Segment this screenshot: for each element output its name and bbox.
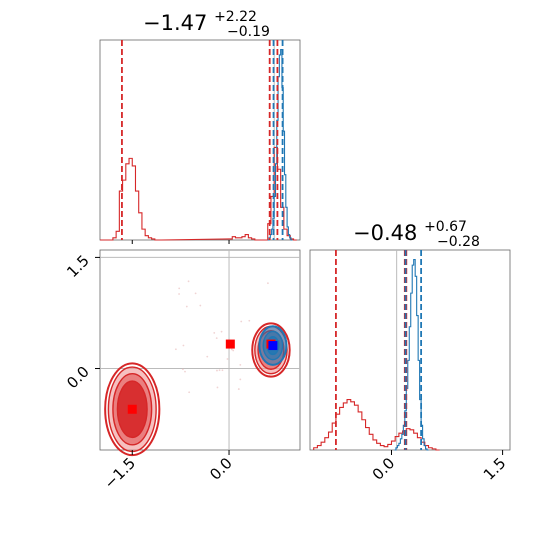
contour-red-bottom	[104, 362, 161, 457]
sample-point	[178, 287, 181, 290]
sample-point	[174, 348, 177, 351]
sample-point	[215, 337, 218, 340]
title-median: −0.48	[353, 221, 417, 245]
sample-point	[194, 292, 197, 295]
sample-point	[226, 358, 229, 360]
title-lower: −0.19	[227, 24, 270, 40]
sample-point	[184, 370, 186, 373]
true-value-marker	[268, 341, 278, 351]
sample-point	[248, 319, 251, 322]
title-upper: +0.67	[424, 219, 467, 235]
histogram-series-0	[313, 399, 440, 451]
title-median: −1.47	[143, 11, 207, 35]
sample-point	[178, 293, 180, 295]
sample-point	[218, 369, 221, 372]
sample-point	[181, 368, 184, 371]
title-param-1: −1.47 +2.22	[143, 9, 257, 35]
y-tick-label: 1.5	[63, 252, 93, 282]
histogram-series-1	[394, 258, 429, 451]
estimate-marker	[225, 339, 235, 349]
sample-point	[230, 348, 233, 351]
histogram-series-0	[100, 146, 297, 241]
sample-point	[267, 282, 269, 285]
sample-point	[216, 369, 218, 372]
x-tick-label: 0.0	[369, 454, 399, 484]
sample-point	[206, 355, 209, 358]
sample-point	[240, 320, 243, 323]
title-lower: −0.28	[437, 234, 480, 250]
panel-frame	[99, 249, 301, 451]
y-tick-label: 0.0	[63, 363, 93, 393]
estimate-marker	[127, 404, 137, 414]
sample-point	[185, 305, 188, 308]
marginal-histogram-param-2: −0.48 +0.67 −0.28 0.0 1.5	[309, 219, 511, 484]
sample-point	[213, 332, 216, 334]
sample-point	[221, 369, 224, 372]
sample-point	[199, 304, 202, 307]
histogram-series-1	[267, 48, 293, 241]
sample-point	[239, 378, 242, 381]
title-upper: +2.22	[214, 9, 257, 25]
sample-point	[239, 363, 242, 366]
joint-distribution-panel: −1.5 0.0 0.0 1.5	[63, 249, 301, 493]
panel-frame	[99, 39, 301, 241]
sample-point	[187, 280, 190, 283]
contour-red-cluster	[251, 322, 291, 378]
sample-point	[232, 349, 235, 352]
sample-point	[182, 344, 185, 347]
title-param-2: −0.48 +0.67	[353, 219, 467, 245]
sample-point	[220, 330, 223, 333]
x-tick-label: 1.5	[480, 454, 510, 484]
marginal-histogram-param-1: −1.47 +2.22 −0.19	[99, 9, 301, 244]
x-tick-label: −1.5	[101, 454, 139, 492]
sample-point	[216, 386, 219, 389]
sample-point	[188, 391, 191, 394]
sample-point	[237, 388, 240, 390]
x-tick-label: 0.0	[206, 454, 236, 484]
panel-frame	[309, 249, 511, 451]
